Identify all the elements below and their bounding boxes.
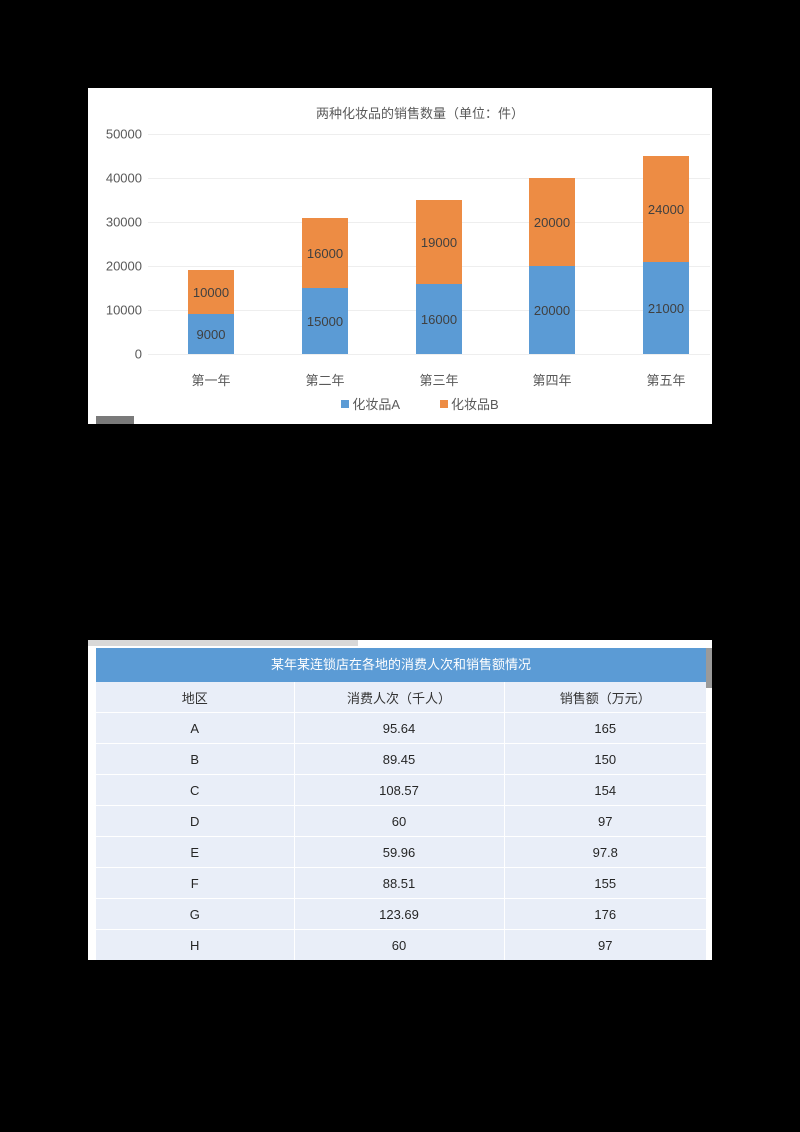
bar-b-year4: 20000 <box>529 178 575 266</box>
legend-label-b: 化妆品B <box>451 397 499 412</box>
y-tick: 20000 <box>105 258 142 274</box>
table-title: 某年某连锁店在各地的消费人次和销售额情况 <box>96 648 706 682</box>
table-edge-shade <box>706 648 712 688</box>
y-tick: 50000 <box>105 126 142 142</box>
table-row: A 95.64 165 <box>96 712 706 744</box>
cell-sales: 155 <box>504 867 706 899</box>
cell-visits: 59.96 <box>294 836 505 868</box>
header-sales: 销售额（万元） <box>504 682 706 713</box>
table-row: G 123.69 176 <box>96 898 706 930</box>
gridline-axis <box>148 354 710 355</box>
cell-sales: 150 <box>504 743 706 775</box>
legend-swatch-blue-icon <box>341 399 350 408</box>
cell-region: E <box>96 836 295 868</box>
gridline <box>148 134 710 135</box>
bar-a-year4: 20000 <box>529 266 575 354</box>
cell-region: H <box>96 929 295 960</box>
x-label-year5: 第五年 <box>646 373 686 388</box>
table-row: D 60 97 <box>96 805 706 837</box>
chart-footnote-artifact <box>96 416 134 424</box>
cell-visits: 95.64 <box>294 712 505 744</box>
table-row: E 59.96 97.8 <box>96 836 706 868</box>
bar-b-year1: 10000 <box>188 270 234 314</box>
y-tick: 0 <box>134 346 142 362</box>
header-visits: 消费人次（千人） <box>294 682 505 713</box>
scan-artifact-strip <box>88 640 358 646</box>
table-row: C 108.57 154 <box>96 774 706 806</box>
y-tick: 40000 <box>105 170 142 186</box>
cell-region: G <box>96 898 295 930</box>
y-tick: 10000 <box>105 302 142 318</box>
bar-a-year3: 16000 <box>416 284 462 354</box>
table-row: B 89.45 150 <box>96 743 706 775</box>
bar-a-year5: 21000 <box>643 262 689 354</box>
cell-visits: 60 <box>294 805 505 837</box>
cell-sales: 97 <box>504 805 706 837</box>
x-label-year4: 第四年 <box>532 373 572 388</box>
bar-b-year2: 16000 <box>302 218 348 288</box>
table-row: H 60 97 <box>96 929 706 960</box>
legend-item-a: 化妆品A <box>341 394 400 413</box>
cell-visits: 60 <box>294 929 505 960</box>
legend-swatch-orange-icon <box>440 399 448 408</box>
cell-visits: 123.69 <box>294 898 505 930</box>
cell-sales: 154 <box>504 774 706 806</box>
x-label-year1: 第一年 <box>191 373 231 388</box>
cell-visits: 108.57 <box>294 774 505 806</box>
bar-a-year1: 9000 <box>188 314 234 354</box>
chart-legend: 化妆品A 化妆品B <box>88 394 712 413</box>
cell-region: D <box>96 805 295 837</box>
cell-region: C <box>96 774 295 806</box>
consumption-sales-table: 某年某连锁店在各地的消费人次和销售额情况 地区 消费人次（千人） 销售额（万元）… <box>96 648 706 960</box>
cell-region: F <box>96 867 295 899</box>
data-table-panel: 某年某连锁店在各地的消费人次和销售额情况 地区 消费人次（千人） 销售额（万元）… <box>88 640 712 960</box>
cell-sales: 97.8 <box>504 836 706 868</box>
stacked-bar-chart: 两种化妆品的销售数量（单位：件） 50000 40000 30000 20000… <box>88 88 712 424</box>
bar-b-year3: 19000 <box>416 200 462 284</box>
x-label-year2: 第二年 <box>305 373 345 388</box>
y-tick: 30000 <box>105 214 142 230</box>
cell-sales: 176 <box>504 898 706 930</box>
bar-b-year5: 24000 <box>643 156 689 262</box>
legend-label-a: 化妆品A <box>352 397 400 412</box>
bar-a-year2: 15000 <box>302 288 348 354</box>
cell-region: B <box>96 743 295 775</box>
chart-title: 两种化妆品的销售数量（单位：件） <box>315 106 524 121</box>
table-row: F 88.51 155 <box>96 867 706 899</box>
cell-visits: 88.51 <box>294 867 505 899</box>
gridline <box>148 178 710 179</box>
cell-visits: 89.45 <box>294 743 505 775</box>
legend-item-b: 化妆品B <box>440 394 499 413</box>
cell-sales: 165 <box>504 712 706 744</box>
header-region: 地区 <box>96 682 295 713</box>
table-header-row: 地区 消费人次（千人） 销售额（万元） <box>96 682 706 713</box>
cell-sales: 97 <box>504 929 706 960</box>
x-label-year3: 第三年 <box>419 373 459 388</box>
cell-region: A <box>96 712 295 744</box>
